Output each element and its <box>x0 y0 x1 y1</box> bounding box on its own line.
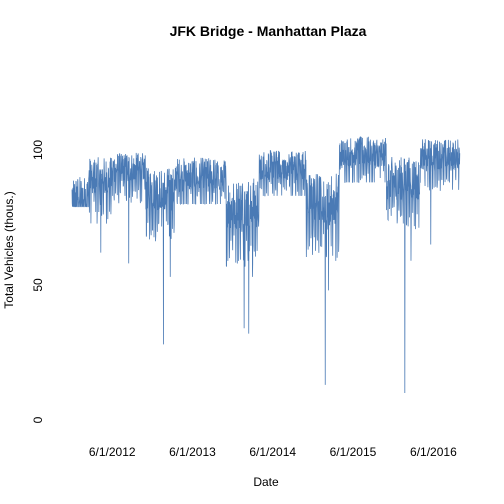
chart-title: JFK Bridge - Manhattan Plaza <box>170 23 367 39</box>
y-axis: 0 50 100 <box>31 140 45 424</box>
plot-area <box>71 136 461 394</box>
y-tick-label: 0 <box>31 416 45 423</box>
x-tick-label: 6/1/2013 <box>169 445 216 459</box>
x-tick-label: 6/1/2012 <box>89 445 136 459</box>
x-axis: 6/1/2012 6/1/2013 6/1/2014 6/1/2015 6/1/2016 <box>89 445 457 459</box>
x-axis-label: Date <box>253 475 279 489</box>
y-tick-label: 50 <box>31 278 45 292</box>
x-tick-label: 6/1/2016 <box>410 445 457 459</box>
y-axis-label: Total Vehicles (thous.) <box>2 191 16 308</box>
series-line <box>71 136 461 394</box>
x-tick-label: 6/1/2014 <box>249 445 296 459</box>
y-tick-label: 100 <box>31 140 45 160</box>
x-tick-label: 6/1/2015 <box>330 445 377 459</box>
